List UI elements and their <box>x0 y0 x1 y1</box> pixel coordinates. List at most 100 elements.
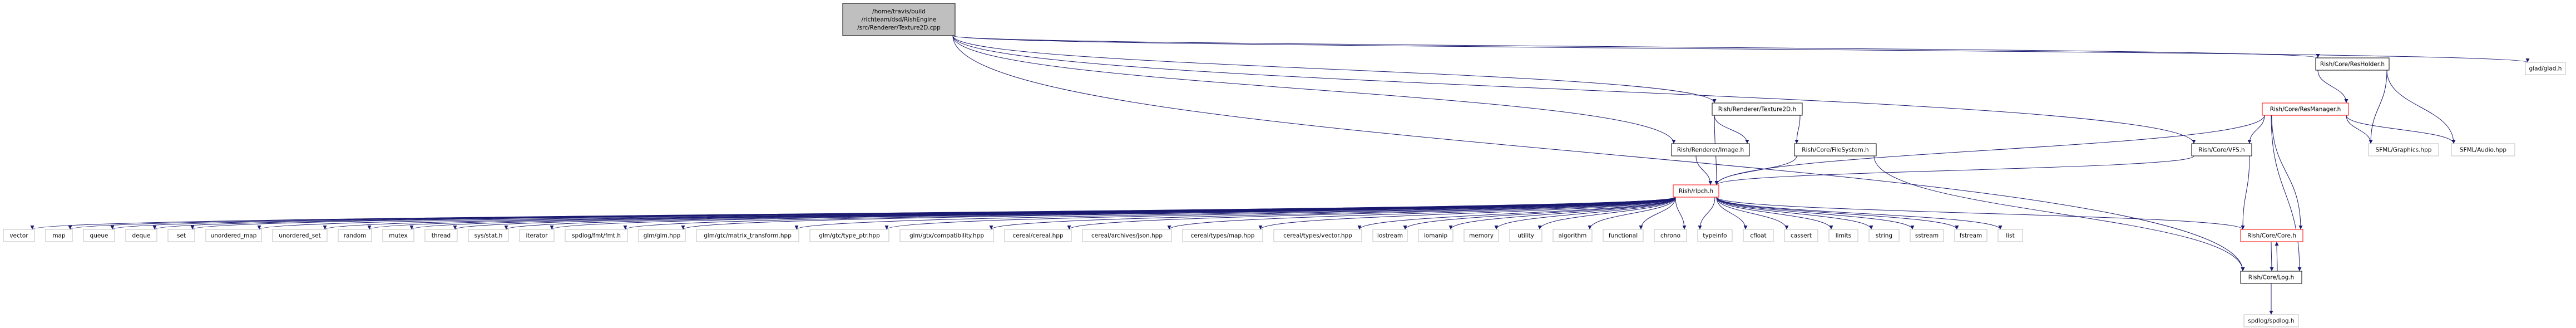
node-box <box>424 229 458 242</box>
node-box <box>125 229 157 242</box>
node-box <box>382 229 414 242</box>
node-rishpch[interactable]: Rish/rlpch.h <box>1673 184 1719 198</box>
node-label: functional <box>1609 233 1638 239</box>
edge-focus-to-resholder <box>952 35 2320 58</box>
node-algorithm: algorithm <box>1552 229 1593 242</box>
node-box[interactable] <box>842 3 956 36</box>
edge-rishpch-to-cfloat <box>1716 197 1748 230</box>
node-list: list <box>1997 229 2023 242</box>
node-box <box>899 229 994 242</box>
node-glad: glad/glad.h <box>2525 62 2566 75</box>
edge-rishpch-to-chrono <box>1675 197 1687 230</box>
edge-rishpch-to-cereal <box>1067 197 1676 230</box>
edge-rishpch-to-cassert <box>1716 197 1789 230</box>
edge-focus-to-log <box>952 35 2245 272</box>
node-iostream: iostream <box>1372 229 1408 242</box>
node-label: Rish/Core/ResHolder.h <box>2320 61 2385 68</box>
node-box <box>1910 229 1944 242</box>
node-filesystem[interactable]: Rish/Core/FileSystem.h <box>1794 143 1877 156</box>
node-box <box>205 229 262 242</box>
node-core[interactable]: Rish/Core/Core.h <box>2240 229 2303 242</box>
node-label: limits <box>1836 233 1852 239</box>
node-label: Rish/Renderer/Texture2D.h <box>1718 106 1797 113</box>
node-label: unordered_set <box>279 233 321 239</box>
node-image[interactable]: Rish/Renderer/Image.h <box>1671 143 1750 156</box>
node-iomanip: iomanip <box>1418 229 1453 242</box>
node-label: glm/gtx/compatibility.hpp <box>909 233 984 239</box>
edge-resmanager-to-core <box>2271 115 2303 230</box>
node-label: sstream <box>1915 233 1939 239</box>
edge-resholder-to-sfml_audio <box>2386 70 2456 144</box>
node-set: set <box>167 229 195 242</box>
edge-rishpch-to-sstream <box>1716 197 1915 230</box>
node-memory: memory <box>1463 229 1499 242</box>
edge-resmanager-to-sfml_audio <box>2346 115 2456 144</box>
edge-filesystem-to-rishpch <box>1714 155 1797 185</box>
node-box <box>638 229 686 242</box>
node-log[interactable]: Rish/Core/Log.h <box>2240 271 2302 284</box>
node-label: unordered_map <box>211 233 257 239</box>
node-label: glm/glm.hpp <box>644 233 681 239</box>
edge-rishpch-to-memory <box>1494 197 1676 230</box>
node-box[interactable] <box>2191 143 2252 156</box>
node-box[interactable] <box>2240 229 2303 242</box>
node-resmanager[interactable]: Rish/Core/ResManager.h <box>2262 102 2349 116</box>
node-limits: limits <box>1828 229 1858 242</box>
edge-focus-to-glad <box>952 35 2529 63</box>
node-label: Rish/Core/Log.h <box>2248 275 2294 281</box>
edge-image-to-rishpch <box>1695 155 1713 185</box>
node-box[interactable] <box>1673 184 1719 198</box>
edge-rishpch-to-glm <box>681 197 1676 230</box>
node-vfs[interactable]: Rish/Core/VFS.h <box>2191 143 2252 156</box>
edge-resmanager-to-log <box>2271 115 2302 272</box>
node-box[interactable] <box>1794 143 1877 156</box>
node-label: fstream <box>1960 233 1982 239</box>
edge-rishpch-to-mutex <box>410 197 1676 230</box>
edge-texture2d-to-image <box>1714 115 1749 144</box>
node-box[interactable] <box>1671 143 1750 156</box>
node-label: thread <box>432 233 451 239</box>
node-box <box>519 229 555 242</box>
node-label: /richteam/dsd/RishEngine <box>862 17 937 23</box>
node-label: glad/glad.h <box>2529 66 2562 72</box>
node-label: set <box>177 233 186 239</box>
node-box[interactable] <box>2315 57 2390 71</box>
node-box <box>1828 229 1858 242</box>
node-box <box>1868 229 1900 242</box>
edge-rishpch-to-iostream <box>1403 197 1676 230</box>
node-box[interactable] <box>2262 102 2349 116</box>
node-label: sys/stat.h <box>474 233 503 239</box>
node-functional: functional <box>1603 229 1644 242</box>
node-label: cereal/cereal.hpp <box>1012 233 1063 239</box>
node-matrix-transform: glm/gtc/matrix_transform.hpp <box>696 229 799 242</box>
node-fmt: spdlog/fmt/fmt.h <box>565 229 628 242</box>
edge-resholder-to-resmanager <box>2317 70 2348 104</box>
node-box <box>83 229 115 242</box>
node-label: glm/gtc/type_ptr.hpp <box>819 233 880 239</box>
node-box <box>1784 229 1818 242</box>
node-unordered-set: unordered_set <box>272 229 328 242</box>
node-label: Rish/rlpch.h <box>1679 188 1713 195</box>
node-texture2d[interactable]: Rish/Renderer/Texture2D.h <box>1712 102 1803 116</box>
edge-vfs-to-rishpch <box>1714 155 2194 185</box>
node-label: Rish/Core/Core.h <box>2247 233 2296 239</box>
edge-texture2d-to-filesystem <box>1794 115 1801 144</box>
node-label: utility <box>1517 233 1534 239</box>
node-label: cassert <box>1791 233 1812 239</box>
edge-resholder-to-sfml_graphics <box>2369 70 2387 144</box>
node-focus[interactable]: /home/travis/build/richteam/dsd/RishEngi… <box>842 3 956 36</box>
node-unordered-map: unordered_map <box>205 229 262 242</box>
node-label: Rish/Core/ResManager.h <box>2270 106 2341 113</box>
node-box <box>468 229 509 242</box>
node-box[interactable] <box>1712 102 1803 116</box>
node-box[interactable] <box>2240 271 2302 284</box>
node-label: cereal/archives/json.hpp <box>1091 233 1163 239</box>
edge-resmanager-to-vfs <box>2247 115 2265 144</box>
edge-rishpch-to-functional <box>1639 197 1676 230</box>
edge-rishpch-to-limits <box>1716 197 1833 230</box>
node-resholder[interactable]: Rish/Core/ResHolder.h <box>2315 57 2390 71</box>
node-glm: glm/glm.hpp <box>638 229 686 242</box>
node-label: queue <box>90 233 108 239</box>
node-label: vector <box>9 233 28 239</box>
